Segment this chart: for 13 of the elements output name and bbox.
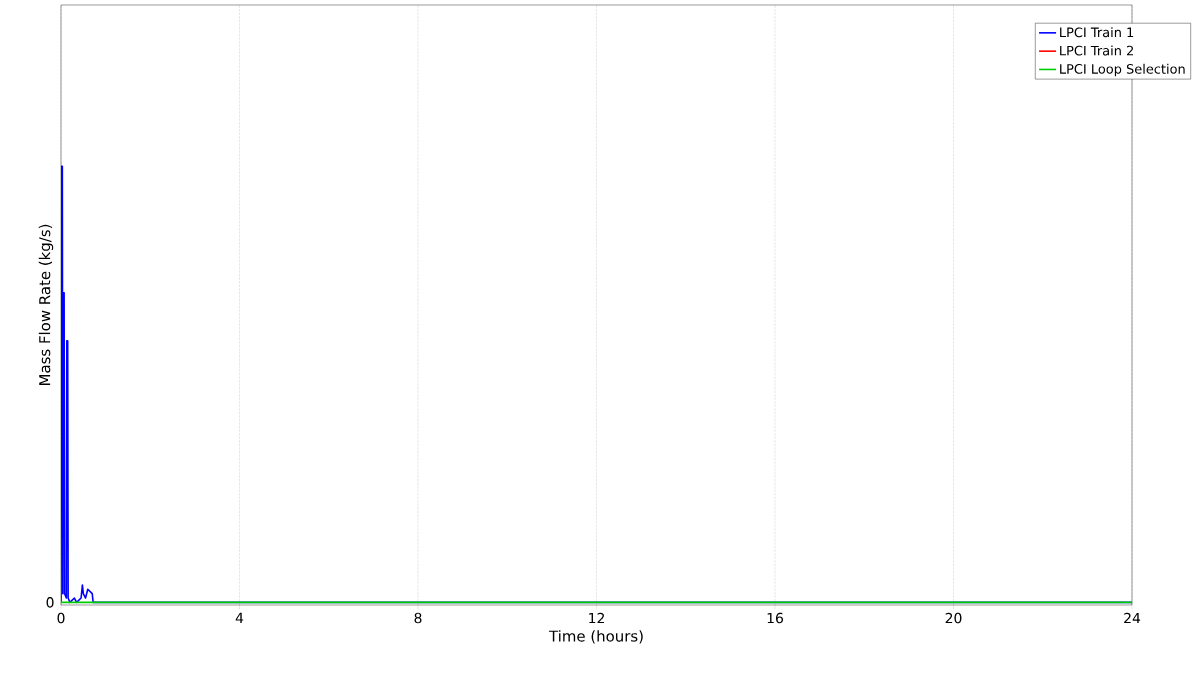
legend-label: LPCI Train 2 <box>1060 45 1133 56</box>
text: 0 <box>46 597 54 608</box>
x-tick-label: 4 <box>235 612 244 623</box>
legend-label: LPCI Loop Selection <box>1060 63 1185 77</box>
x-tick-label: 0 <box>57 612 65 624</box>
x-tick-label: 20 <box>945 612 962 624</box>
x-tick-label: 12 <box>589 612 604 624</box>
x-tick-label: 16 <box>767 612 783 624</box>
x-tick-label: 8 <box>414 612 422 624</box>
x-axis-title: Time (hours) <box>548 630 643 644</box>
y-axis-title: Mass Flow Rate (kg/s) <box>38 224 54 385</box>
x-tick-label: 24 <box>1124 612 1141 624</box>
legend-label: LPCI Train 1 <box>1060 27 1134 38</box>
